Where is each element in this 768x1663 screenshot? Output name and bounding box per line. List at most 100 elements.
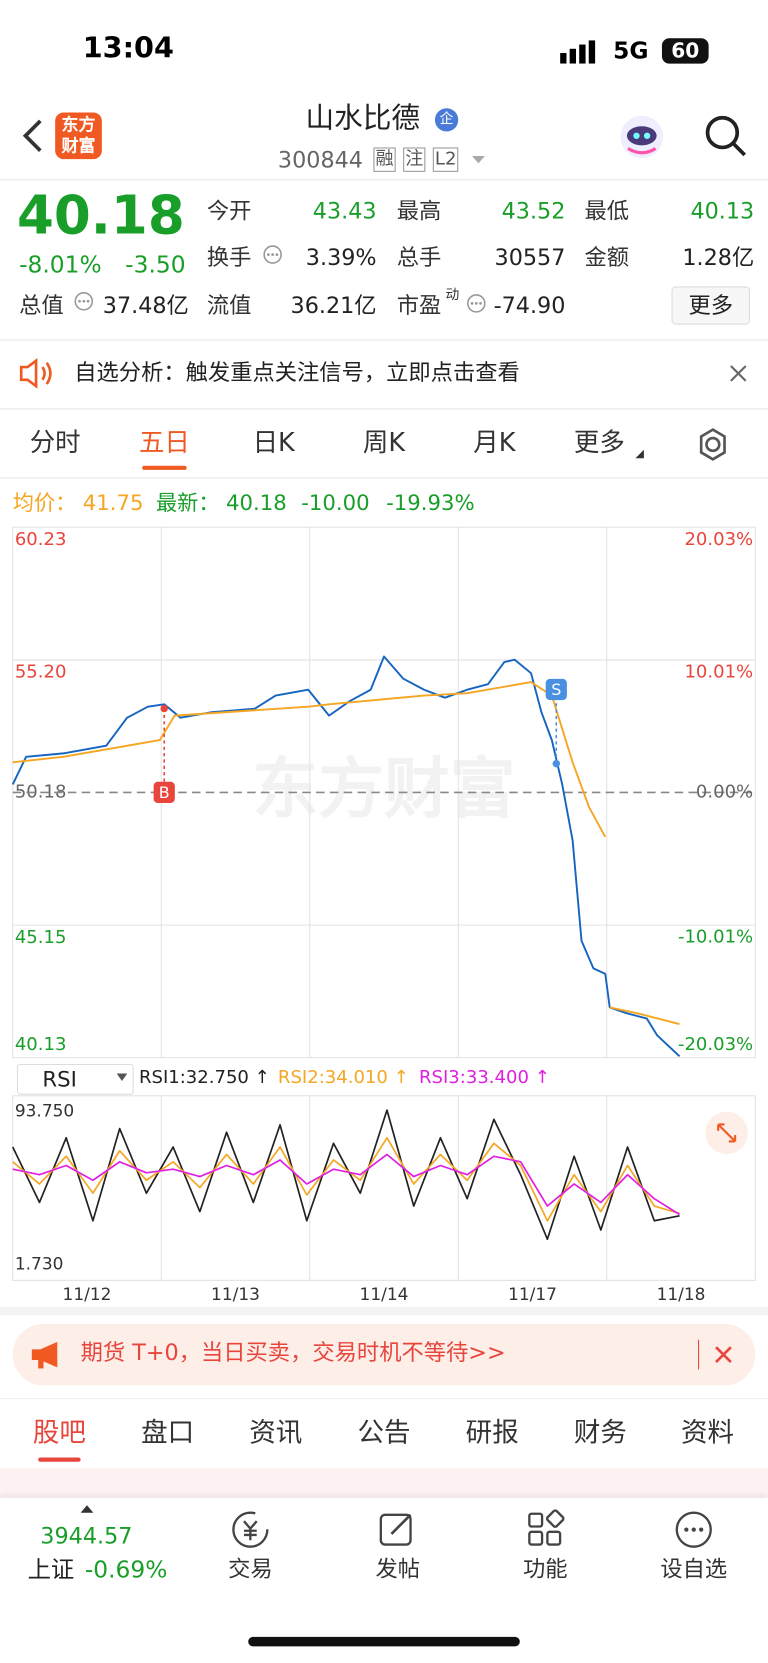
field-label: 市盈 [396,292,442,319]
notice-text[interactable]: 自选分析：触发重点关注信号，立即点击查看 [74,359,520,386]
network: 5G [613,38,649,65]
stock-name: 山水比德 [305,101,421,135]
avg-label: 均价： [12,490,77,516]
clock: 13:04 [82,31,174,65]
nav-item[interactable]: 功能 [522,1556,568,1582]
annotation-box [153,781,175,804]
index-value[interactable]: 3944.57 [40,1523,133,1549]
tab-active[interactable]: 股吧 [32,1417,86,1448]
tab[interactable]: 月K [473,427,516,458]
post-icon[interactable] [377,1508,419,1550]
tab[interactable]: 财务 [573,1417,627,1448]
field-label: 最高 [396,198,442,224]
trade-icon[interactable] [229,1508,271,1550]
more-button[interactable]: 更多 [671,286,750,325]
tab[interactable]: 周K [362,427,406,458]
series-line [12,681,680,1026]
day-divider [160,1095,608,1281]
tab[interactable]: 分时 [29,427,81,458]
field-value: 36.21亿 [290,292,377,319]
up-icon [80,1505,94,1513]
field-label: 金额 [584,245,630,271]
series-line [11,1109,680,1241]
nav-item[interactable]: 发帖 [375,1556,421,1582]
tab[interactable]: 资料 [681,1417,735,1448]
info-icon[interactable] [262,244,283,265]
bottom-nav [0,1497,768,1663]
field-value: -74.90 [493,292,566,319]
tag: 融 [373,147,396,172]
avg-value: 41.75 [82,490,144,516]
field-value: 43.52 [501,198,566,224]
watchlist-icon[interactable] [673,1508,715,1550]
tab[interactable]: 盘口 [141,1417,195,1448]
info-icon[interactable] [73,291,94,312]
close-button[interactable] [714,1345,733,1364]
y-tick-label: 93.750 [15,1102,74,1122]
avatar[interactable] [617,112,666,161]
signal-icon [560,40,596,64]
settings-button[interactable] [695,426,731,462]
field-label: 总值 [19,292,64,319]
change: -3.50 [125,252,186,279]
index-name[interactable]: 上证 [27,1557,75,1584]
x-tick-label: 11/18 [657,1285,706,1305]
search-button[interactable] [702,112,749,159]
function-icon[interactable] [524,1508,566,1550]
chart: 东方财富 60.2355.2050.1845.1540.1320.03%10.0… [11,526,756,1305]
x-tick-label: 11/13 [211,1285,260,1305]
divider [0,179,768,181]
expand-icon [717,1123,737,1143]
separator [698,1339,700,1370]
tab[interactable]: 更多 [573,427,625,458]
x-tick-label: 11/14 [360,1285,409,1305]
series-line [11,655,681,1058]
close-button[interactable] [728,363,749,384]
legend-entry: RSI3:33.400 ↑ [419,1067,550,1089]
spacer [0,1306,768,1316]
x-tick-label: 11/17 [508,1285,557,1305]
annotation-box [545,678,567,701]
annotation-text: B [159,783,170,802]
banner[interactable] [12,1323,756,1386]
y-tick-label: 45.15 [15,927,67,948]
field-value: 3.39% [305,245,377,271]
tag: L2 [432,147,459,172]
tab-active[interactable]: 五日 [138,427,190,458]
watermark: 东方财富 [253,751,516,828]
latest-value: 40.18 [225,490,287,516]
field-label: 最低 [584,198,630,224]
tab[interactable]: 资讯 [249,1417,303,1448]
indicator-select[interactable] [16,1063,134,1095]
legend-entry: RSI2:34.010 ↑ [277,1067,409,1089]
megaphone-icon [31,1341,58,1369]
y-tick-label: 60.23 [15,529,67,550]
series-line [12,1136,680,1222]
info-icon[interactable] [466,293,487,314]
banner-text: 期货 T+0，当日买卖，交易时机不等待>> [80,1339,506,1366]
legend-entry: RSI1:32.750 ↑ [138,1067,270,1089]
dropdown-icon[interactable] [471,155,486,166]
tab[interactable]: 公告 [357,1417,411,1448]
divider [0,408,768,410]
field-label: 今开 [206,198,252,224]
tab[interactable]: 研报 [465,1417,519,1448]
field-label: 总手 [396,245,442,271]
chart-frame [12,1095,756,1281]
latest-change: -10.00 [301,490,370,516]
home-indicator [248,1636,520,1647]
index-change[interactable]: -0.69% [84,1557,168,1584]
divider [0,1398,768,1400]
y-tick-label: 40.13 [15,1034,67,1055]
nav-item[interactable]: 设自选 [660,1556,728,1582]
back-button[interactable] [17,117,49,155]
y2-tick-label: 10.01% [684,662,753,683]
annotation-point [552,759,560,768]
tab[interactable]: 日K [252,427,295,458]
annotation-text: S [551,680,561,699]
latest-label: 最新： [155,490,220,516]
tag: 注 [403,147,426,172]
nav-item[interactable]: 交易 [228,1556,273,1582]
